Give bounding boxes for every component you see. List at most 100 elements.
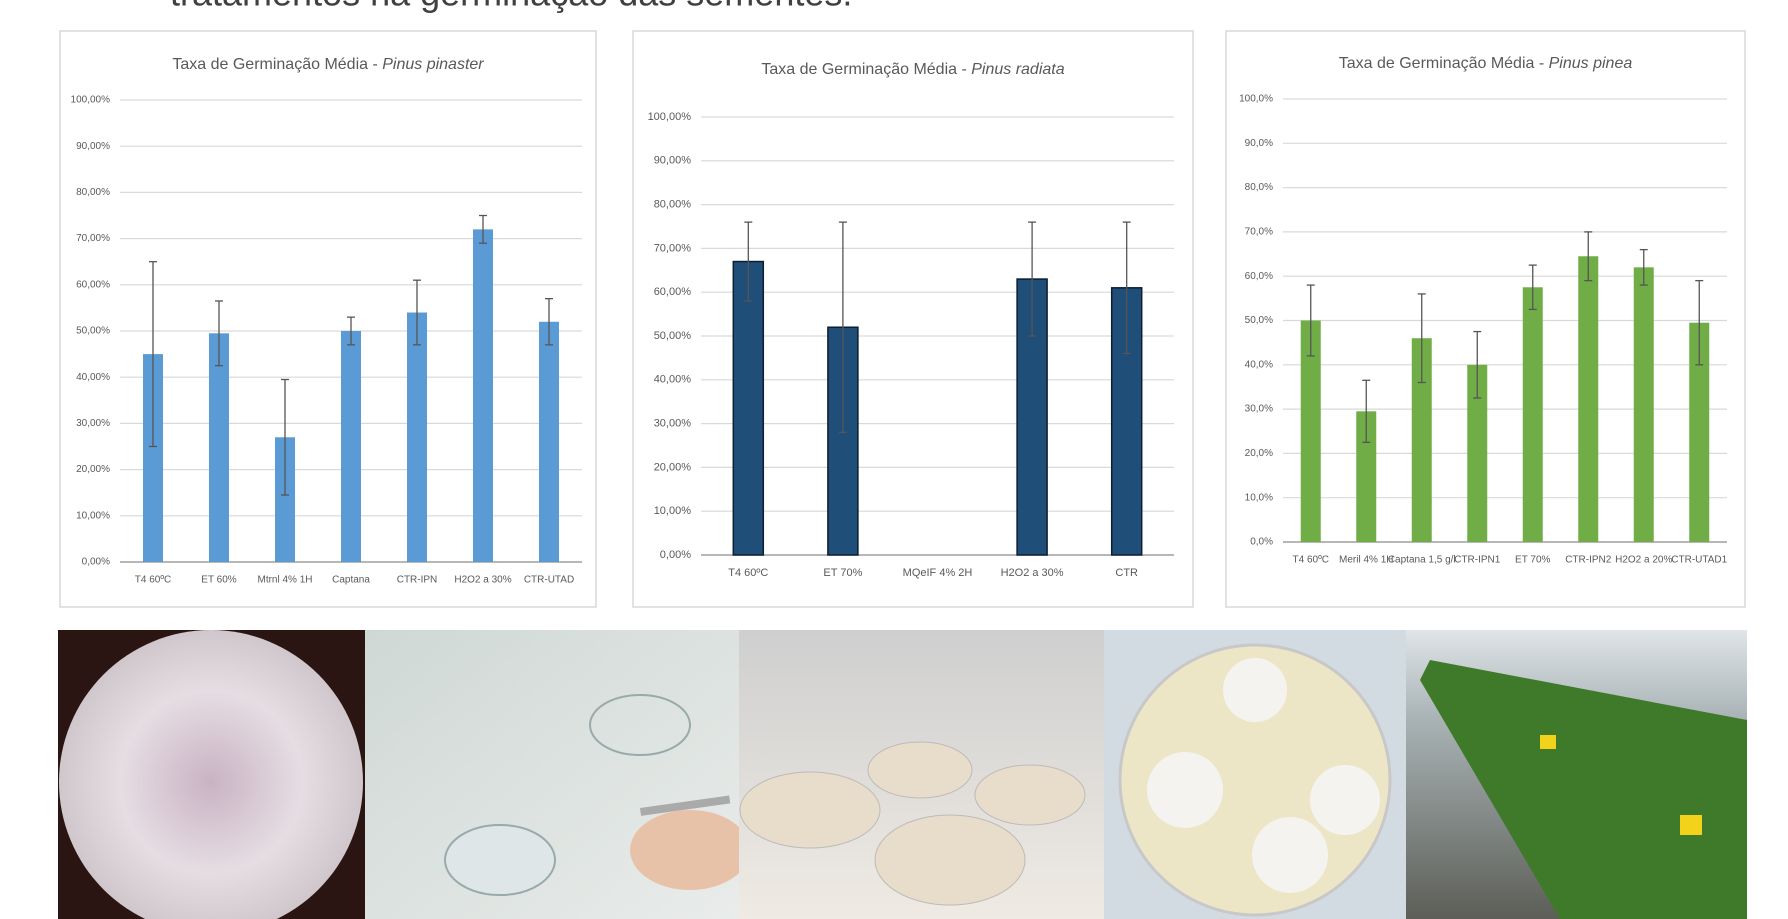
chart-title: Taxa de Germinação Média - Pinus pinea xyxy=(1339,55,1633,72)
chart: Taxa de Germinação Média - Pinus pinaste… xyxy=(59,30,597,608)
colony xyxy=(1310,765,1380,835)
y-tick-label: 80,0% xyxy=(1245,182,1273,193)
x-tick-label: Captana 1,5 g/l xyxy=(1388,555,1456,566)
bar xyxy=(1522,287,1543,542)
bar xyxy=(473,229,493,563)
y-tick-label: 90,00% xyxy=(76,141,110,152)
y-tick-label: 50,0% xyxy=(1245,315,1273,326)
x-tick-label: MQeIF 4% 2H xyxy=(903,567,973,579)
tag xyxy=(1540,735,1556,749)
colony xyxy=(1223,658,1287,722)
chart-title: Taxa de Germinação Média - Pinus radiata xyxy=(761,61,1064,78)
title-text: Taxa de Germinação Média - xyxy=(761,61,971,78)
y-tick-label: 20,00% xyxy=(654,461,692,473)
x-tick-label: ET 70% xyxy=(823,567,862,579)
petri-dish xyxy=(59,630,363,919)
x-tick-label: CTR-IPN xyxy=(397,575,438,586)
y-tick-label: 90,00% xyxy=(654,155,692,167)
y-tick-label: 100,00% xyxy=(648,111,692,123)
bar xyxy=(275,437,295,562)
y-tick-label: 50,00% xyxy=(76,326,110,337)
bar xyxy=(1689,322,1710,542)
title-species: Pinus pinea xyxy=(1549,55,1633,72)
bar xyxy=(1356,411,1377,542)
dish xyxy=(867,741,973,799)
dish xyxy=(444,824,556,896)
y-tick-label: 10,00% xyxy=(76,510,110,521)
y-tick-label: 60,00% xyxy=(654,286,692,298)
bar xyxy=(143,354,163,562)
x-tick-label: ET 70% xyxy=(1515,555,1550,566)
dish xyxy=(974,764,1086,826)
y-tick-label: 0,0% xyxy=(1250,537,1273,548)
x-tick-label: CTR-IPN2 xyxy=(1565,555,1612,566)
y-tick-label: 50,00% xyxy=(654,330,692,342)
y-tick-label: 0,00% xyxy=(660,549,691,561)
y-tick-label: 30,00% xyxy=(76,418,110,429)
heading: tratamentos na germinação das sementes. xyxy=(170,0,852,14)
y-tick-label: 80,00% xyxy=(654,199,692,211)
x-tick-label: H2O2 a 30% xyxy=(1001,567,1064,579)
title-species: Pinus radiata xyxy=(971,61,1064,78)
dish xyxy=(589,694,691,756)
bar xyxy=(1300,320,1321,542)
y-tick-label: 30,0% xyxy=(1245,404,1273,415)
x-tick-label: ET 60% xyxy=(201,575,236,586)
bar xyxy=(539,321,559,562)
x-tick-label: CTR-UTAD1 xyxy=(1671,555,1727,566)
x-tick-label: H2O2 a 20% xyxy=(1615,555,1672,566)
y-tick-label: 70,00% xyxy=(654,242,692,254)
tag xyxy=(1680,815,1702,835)
bar xyxy=(407,312,427,562)
x-tick-label: CTR-IPN1 xyxy=(1454,555,1501,566)
bar xyxy=(1411,338,1432,542)
y-tick-label: 10,0% xyxy=(1245,492,1273,503)
dish xyxy=(874,814,1026,906)
colony xyxy=(1252,817,1328,893)
y-tick-label: 30,00% xyxy=(654,418,692,430)
chart: Taxa de Germinação Média - Pinus radiata… xyxy=(632,30,1194,608)
x-tick-label: H2O2 a 30% xyxy=(454,575,511,586)
chart-title: Taxa de Germinação Média - Pinus pinaste… xyxy=(172,56,484,73)
y-tick-label: 20,0% xyxy=(1245,448,1273,459)
y-tick-label: 70,0% xyxy=(1245,227,1273,238)
y-tick-label: 100,00% xyxy=(71,95,111,106)
hand xyxy=(630,810,750,890)
bar xyxy=(341,331,361,562)
bar xyxy=(1633,267,1654,542)
tweezers xyxy=(640,795,731,816)
dish xyxy=(739,771,881,849)
x-tick-label: CTR-UTAD xyxy=(524,575,574,586)
title-text: Taxa de Germinação Média - xyxy=(172,56,382,73)
seedlings xyxy=(1420,660,1747,919)
x-tick-label: T4 60ºC xyxy=(728,567,768,579)
y-tick-label: 60,0% xyxy=(1245,271,1273,282)
chart: Taxa de Germinação Média - Pinus pinea 0,… xyxy=(1225,30,1746,608)
y-tick-label: 40,00% xyxy=(654,374,692,386)
y-tick-label: 40,00% xyxy=(76,372,110,383)
chart-frame xyxy=(59,30,597,608)
y-tick-label: 40,0% xyxy=(1245,359,1273,370)
title-text: Taxa de Germinação Média - xyxy=(1339,55,1549,72)
y-tick-label: 60,00% xyxy=(76,279,110,290)
colony xyxy=(1147,752,1223,828)
bar xyxy=(1467,364,1488,542)
charts: Taxa de Germinação Média - Pinus pinaste… xyxy=(59,30,1746,608)
x-tick-label: Meril 4% 1H xyxy=(1339,555,1393,566)
x-tick-label: T4 60ºC xyxy=(1293,555,1329,566)
y-tick-label: 20,00% xyxy=(76,464,110,475)
y-tick-label: 80,00% xyxy=(76,187,110,198)
bar xyxy=(209,333,229,562)
bar xyxy=(732,260,765,556)
title-species: Pinus pinaster xyxy=(382,56,484,73)
x-tick-label: Mtrnl 4% 1H xyxy=(257,575,312,586)
y-tick-label: 70,00% xyxy=(76,233,110,244)
y-tick-label: 10,00% xyxy=(654,505,692,517)
bar xyxy=(1578,256,1599,542)
photos xyxy=(58,630,1747,919)
x-tick-label: CTR xyxy=(1115,567,1138,579)
y-tick-label: 100,0% xyxy=(1239,94,1273,105)
x-tick-label: T4 60ºC xyxy=(135,575,171,586)
